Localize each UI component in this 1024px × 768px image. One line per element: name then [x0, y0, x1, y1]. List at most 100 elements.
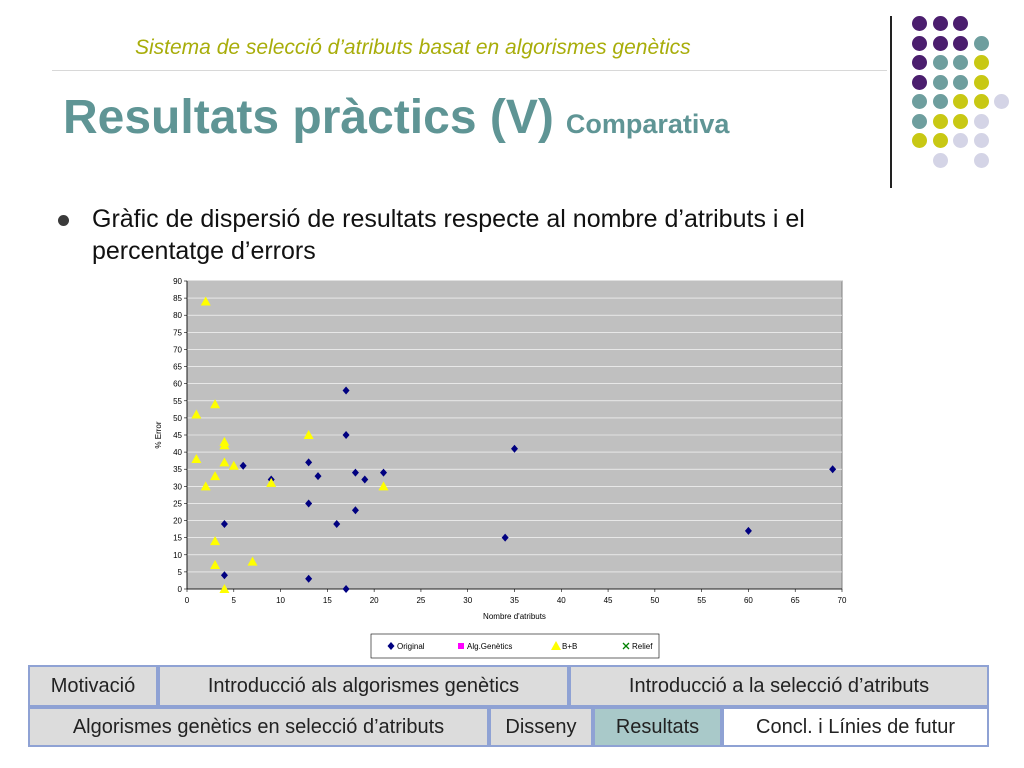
legend-label-relief: Relief [632, 642, 653, 651]
decor-dot [973, 152, 989, 168]
decor-dot [932, 94, 948, 109]
point-original [351, 506, 359, 515]
point-original [342, 585, 350, 593]
decor-dot [932, 152, 948, 168]
decor-dot [912, 55, 927, 70]
point-b-b [219, 457, 230, 467]
title-main: Resultats pràctics (V) [63, 91, 554, 144]
nav-intro-algorismes[interactable]: Introducció als algorismes genètics [158, 665, 569, 707]
bullet-marker [58, 215, 69, 226]
point-b-b [219, 584, 230, 593]
x-axis-label: Nombre d'atributs [483, 612, 546, 621]
point-original [501, 533, 509, 542]
decor-dot [973, 35, 989, 51]
point-original [342, 386, 350, 395]
nav-disseny[interactable]: Disseny [489, 707, 593, 747]
x-tick-label: 30 [463, 596, 472, 605]
point-b-b [219, 440, 230, 450]
decor-dot [973, 133, 989, 148]
point-b-b [210, 399, 221, 409]
point-b-b [210, 536, 221, 546]
point-b-b [228, 460, 239, 470]
point-original [305, 458, 313, 467]
legend-label-original: Original [397, 642, 425, 651]
point-b-b [210, 471, 221, 481]
y-tick-label: 85 [173, 294, 182, 303]
point-original [220, 571, 228, 580]
slide-title: Resultats pràctics (V) Comparativa [63, 90, 729, 145]
x-tick-label: 10 [276, 596, 285, 605]
x-tick-label: 65 [791, 596, 800, 605]
decor-dot [912, 133, 927, 148]
y-tick-label: 65 [173, 363, 182, 372]
decor-dot [912, 35, 927, 51]
y-tick-label: 45 [173, 431, 182, 440]
scatter-chart: 0 5 10 15 20 25 30 35 40 45 50 55 60 65 70 75 80 85 90 0 5 10… [154, 277, 847, 659]
y-tick-label: 70 [173, 345, 182, 354]
decor-dot [912, 113, 927, 129]
y-tick-label: 80 [173, 311, 182, 320]
x-tick-label: 55 [697, 596, 706, 605]
point-original [380, 468, 387, 477]
x-tick-label: 20 [370, 596, 379, 605]
y-tick-label: 50 [173, 414, 182, 423]
decor-dot [912, 74, 927, 90]
y-tick-label: 0 [178, 585, 183, 594]
y-tick-label: 90 [173, 277, 182, 286]
x-tick-label: 5 [232, 596, 237, 605]
decor-dot [932, 35, 948, 51]
y-tick-label: 5 [178, 568, 183, 577]
legend-marker-relief [622, 642, 630, 650]
decor-dot [953, 94, 968, 109]
decor-dot [932, 74, 948, 90]
point-b-b [378, 481, 389, 491]
x-tick-label: 0 [185, 596, 190, 605]
point-original [511, 444, 518, 453]
title-suffix: Comparativa [565, 109, 730, 139]
legend-label-alg-gen-tics: Alg.Genètics [467, 642, 512, 651]
point-original [220, 519, 228, 528]
point-b-b [191, 409, 202, 419]
legend-label-b-b: B+B [562, 642, 577, 651]
decor-dot [912, 16, 927, 31]
point-b-b [266, 477, 277, 487]
decor-dot [973, 113, 989, 129]
y-tick-label: 55 [173, 397, 182, 406]
decor-dot [932, 113, 948, 129]
nav-resultats[interactable]: Resultats [593, 707, 722, 747]
header-divider [52, 70, 887, 71]
slide-subtitle: Sistema de selecció d’atributs basat en … [135, 36, 691, 59]
x-tick-label: 60 [744, 596, 753, 605]
y-tick-label: 75 [173, 328, 182, 337]
legend-marker-alg-gen-tics [458, 643, 464, 649]
point-original [829, 465, 837, 474]
point-original [333, 519, 341, 528]
nav-motivacio[interactable]: Motivació [28, 665, 158, 707]
decor-dot [912, 94, 927, 109]
y-tick-label: 40 [173, 448, 182, 457]
decor-dot [973, 74, 989, 90]
decor-dot [953, 55, 968, 70]
decor-dot [994, 94, 1009, 109]
nav-conclusions[interactable]: Concl. i Línies de futur [722, 707, 989, 747]
nav-algorismes-seleccio[interactable]: Algorismes genètics en selecció d’atribu… [28, 707, 489, 747]
legend-box [370, 633, 660, 659]
point-original [744, 526, 752, 535]
y-tick-label: 60 [173, 380, 182, 389]
point-b-b [200, 481, 211, 491]
decor-dot [953, 35, 968, 51]
point-original [351, 468, 359, 477]
point-b-b [247, 556, 258, 566]
point-original [314, 472, 322, 481]
decor-dot [953, 133, 968, 148]
point-original [305, 574, 313, 583]
point-b-b [303, 430, 314, 439]
legend-marker-original [387, 642, 395, 650]
decor-dot [973, 55, 989, 70]
nav-intro-seleccio[interactable]: Introducció a la selecció d’atributs [569, 665, 989, 707]
y-tick-label: 10 [173, 551, 182, 560]
y-tick-label: 30 [173, 482, 182, 491]
y-tick-label: 25 [173, 499, 182, 508]
x-tick-label: 25 [416, 596, 425, 605]
point-b-b [191, 453, 202, 463]
